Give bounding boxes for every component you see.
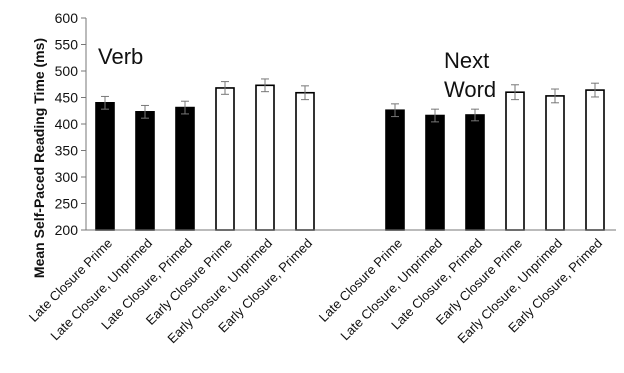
bar: [465, 114, 485, 231]
error-bar: [471, 108, 479, 122]
error-bar: [511, 84, 519, 101]
bar: [175, 106, 195, 231]
bar: [255, 84, 275, 231]
error-bar: [141, 104, 149, 119]
error-bar: [591, 82, 599, 98]
bar: [425, 114, 445, 231]
bar: [215, 87, 235, 231]
group-titles: Verb Next Word: [98, 44, 496, 102]
error-bar: [261, 78, 269, 93]
bar: [385, 109, 405, 231]
error-bar: [101, 95, 109, 110]
y-axis-title: Mean Self-Paced Reading Time (ms): [31, 38, 47, 278]
error-bar: [551, 88, 559, 104]
y-tick-label: 300: [55, 169, 79, 185]
y-tick-label: 550: [55, 37, 79, 53]
bar: [505, 91, 525, 231]
bars: [95, 78, 605, 231]
error-bar: [391, 103, 399, 118]
group-title: Next: [444, 48, 489, 73]
y-tick-label: 200: [55, 222, 79, 238]
y-axis: 200 250 300 350 400 450 500 550 600: [55, 10, 87, 238]
bar: [545, 95, 565, 231]
error-bar: [431, 108, 439, 123]
bar: [95, 102, 115, 231]
bar: [585, 89, 605, 231]
group-title: Verb: [98, 44, 143, 69]
y-tick-label: 600: [55, 10, 79, 26]
error-bar: [181, 100, 189, 115]
bar: [295, 91, 315, 231]
group-title: Word: [444, 77, 496, 102]
y-tick-label: 350: [55, 143, 79, 159]
y-tick-label: 250: [55, 196, 79, 212]
bar: [135, 111, 155, 231]
y-tick-label: 400: [55, 116, 79, 132]
y-tick-label: 500: [55, 63, 79, 79]
y-tick-label: 450: [55, 90, 79, 106]
error-bar: [301, 85, 309, 101]
error-bar: [221, 81, 229, 95]
